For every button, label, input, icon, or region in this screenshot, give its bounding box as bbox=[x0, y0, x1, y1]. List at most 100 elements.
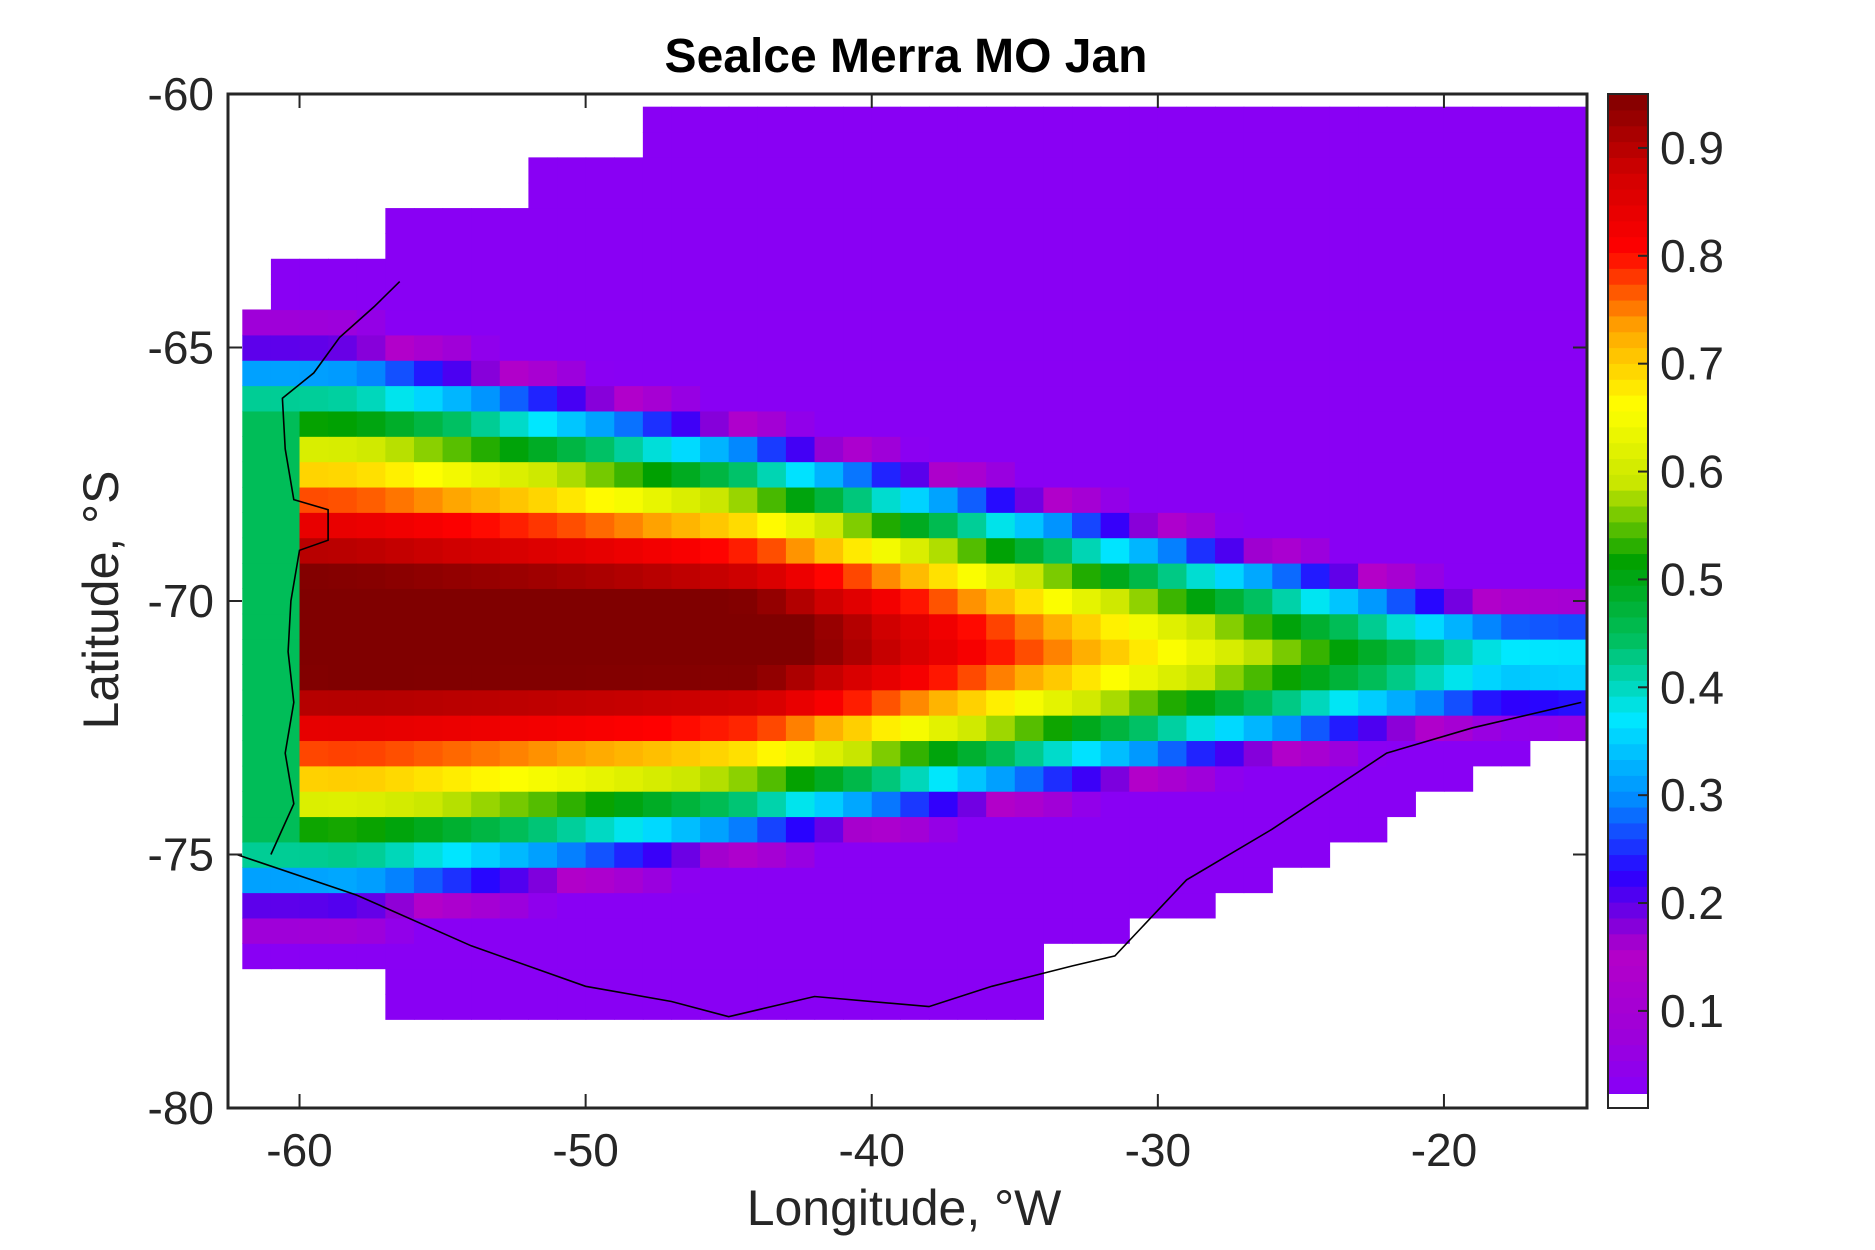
heatmap-cell bbox=[785, 132, 816, 158]
heatmap-cell bbox=[814, 588, 844, 615]
heatmap-cell bbox=[413, 613, 444, 640]
heatmap-cell bbox=[1243, 436, 1273, 463]
heatmap-cell bbox=[757, 816, 787, 843]
heatmap-cell bbox=[1043, 791, 1073, 818]
heatmap-cell bbox=[1215, 106, 1245, 133]
heatmap-cell bbox=[728, 208, 758, 235]
heatmap-cell bbox=[1415, 765, 1445, 792]
heatmap-cell bbox=[871, 689, 901, 716]
heatmap-cell bbox=[843, 791, 873, 818]
heatmap-cell bbox=[1100, 639, 1130, 665]
coastline-path bbox=[270, 281, 401, 855]
heatmap-cell bbox=[928, 740, 959, 767]
heatmap-cell bbox=[871, 664, 901, 691]
heatmap-cell bbox=[299, 385, 329, 412]
heatmap-cell bbox=[757, 436, 787, 463]
heatmap-cell bbox=[1329, 157, 1359, 184]
heatmap-cell bbox=[1501, 157, 1531, 184]
heatmap-cell bbox=[1529, 461, 1559, 488]
heatmap-cell bbox=[499, 410, 530, 437]
heatmap-cell bbox=[1157, 284, 1188, 311]
heatmap-cell bbox=[1300, 486, 1331, 513]
heatmap-cell bbox=[757, 157, 787, 184]
heatmap-cell bbox=[957, 917, 987, 944]
heatmap-cell bbox=[1043, 816, 1073, 843]
heatmap-cell bbox=[1186, 360, 1216, 387]
heatmap-cell bbox=[442, 385, 472, 412]
heatmap-cell bbox=[928, 867, 959, 894]
colorbar-segment bbox=[1608, 505, 1648, 523]
heatmap-cell bbox=[328, 284, 358, 311]
heatmap-cell bbox=[785, 284, 816, 311]
heatmap-cell bbox=[957, 689, 987, 716]
heatmap-cell bbox=[528, 765, 558, 792]
heatmap-cell bbox=[499, 765, 530, 792]
heatmap-cell bbox=[328, 689, 358, 716]
heatmap-cell bbox=[356, 334, 386, 361]
heatmap-cell bbox=[471, 664, 501, 691]
heatmap-cell bbox=[1100, 765, 1130, 792]
colorbar-tick-label: 0.1 bbox=[1660, 985, 1724, 1037]
heatmap-cell bbox=[442, 765, 472, 792]
heatmap-cell bbox=[1129, 689, 1159, 716]
heatmap-cell bbox=[957, 360, 987, 387]
heatmap-cell bbox=[1358, 461, 1388, 488]
heatmap-cell bbox=[1272, 284, 1302, 311]
heatmap-cell bbox=[1358, 385, 1388, 412]
heatmap-cell bbox=[1014, 537, 1044, 564]
heatmap-cell bbox=[900, 132, 930, 158]
heatmap-cell bbox=[528, 639, 558, 665]
heatmap-cell bbox=[1129, 639, 1159, 665]
heatmap-cell bbox=[299, 791, 329, 818]
heatmap-cell bbox=[642, 385, 673, 412]
heatmap-cell bbox=[1415, 284, 1445, 311]
heatmap-cell bbox=[1501, 639, 1531, 665]
heatmap-cell bbox=[1358, 639, 1388, 665]
heatmap-cell bbox=[557, 436, 587, 463]
heatmap-cell bbox=[557, 639, 587, 665]
heatmap-cell bbox=[1386, 791, 1416, 818]
heatmap-cell bbox=[671, 157, 701, 184]
heatmap-cell bbox=[1215, 639, 1245, 665]
heatmap-cell bbox=[1386, 613, 1416, 640]
heatmap-cell bbox=[1443, 309, 1474, 336]
heatmap-cell bbox=[1300, 613, 1331, 640]
heatmap-cell bbox=[1329, 740, 1359, 767]
heatmap-cell bbox=[642, 791, 673, 818]
heatmap-cell bbox=[356, 917, 386, 944]
heatmap-cell bbox=[528, 182, 558, 209]
heatmap-cell bbox=[614, 816, 644, 843]
heatmap-cell bbox=[356, 385, 386, 412]
heatmap-cell bbox=[328, 461, 358, 488]
heatmap-cell bbox=[413, 867, 444, 894]
colorbar-segment bbox=[1608, 442, 1648, 460]
heatmap-cell bbox=[843, 740, 873, 767]
heatmap-cell bbox=[385, 309, 415, 336]
heatmap-cell bbox=[1100, 461, 1130, 488]
heatmap-cell bbox=[1443, 157, 1474, 184]
heatmap-cell bbox=[442, 309, 472, 336]
heatmap-cell bbox=[328, 486, 358, 513]
colorbar-tick-label: 0.7 bbox=[1660, 338, 1724, 390]
heatmap-cell bbox=[585, 486, 615, 513]
heatmap-cell bbox=[356, 258, 386, 285]
heatmap-cell bbox=[785, 689, 816, 716]
heatmap-cell bbox=[843, 233, 873, 260]
heatmap-cell bbox=[900, 410, 930, 437]
heatmap-cell bbox=[585, 309, 615, 336]
heatmap-cell bbox=[700, 917, 730, 944]
heatmap-cell bbox=[614, 562, 644, 589]
colorbar-segment bbox=[1608, 363, 1648, 380]
heatmap-cell bbox=[471, 841, 501, 868]
heatmap-cell bbox=[499, 715, 530, 742]
heatmap-cell bbox=[471, 791, 501, 818]
heatmap-cell bbox=[1329, 233, 1359, 260]
heatmap-cell bbox=[1100, 410, 1130, 437]
heatmap-cell bbox=[1072, 715, 1102, 742]
heatmap-cell bbox=[1100, 664, 1130, 691]
heatmap-cell bbox=[328, 816, 358, 843]
heatmap-cell bbox=[900, 765, 930, 792]
heatmap-cell bbox=[986, 993, 1016, 1020]
heatmap-cell bbox=[1386, 664, 1416, 691]
heatmap-cell bbox=[928, 410, 959, 437]
